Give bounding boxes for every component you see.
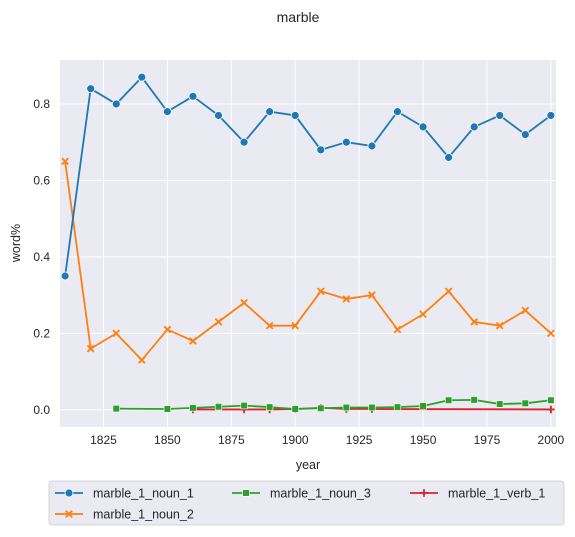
tick-labels: 1825 1850 1875 1900 1925 1950 1975 2000 0.0 0.2 0.… bbox=[33, 97, 564, 447]
legend-marker bbox=[420, 489, 428, 497]
x-tick-label: 1875 bbox=[218, 433, 245, 447]
data-point bbox=[240, 298, 248, 307]
data-point bbox=[521, 306, 530, 315]
data-point bbox=[521, 399, 529, 407]
data-point bbox=[367, 141, 377, 151]
data-point bbox=[547, 396, 555, 404]
y-tick-label: 0.0 bbox=[33, 403, 50, 417]
data-point bbox=[444, 287, 453, 296]
data-point bbox=[520, 130, 530, 139]
chart-title: marble bbox=[277, 9, 320, 25]
x-axis-label: year bbox=[296, 458, 320, 472]
data-point bbox=[291, 321, 300, 330]
data-point bbox=[137, 356, 146, 364]
data-point bbox=[214, 403, 223, 411]
plot-area bbox=[60, 60, 556, 427]
series-line bbox=[64, 76, 552, 277]
x-tick-label: 1925 bbox=[346, 433, 373, 447]
data-point bbox=[316, 287, 325, 296]
data-point bbox=[368, 291, 376, 299]
data-point bbox=[239, 137, 249, 147]
data-point bbox=[495, 321, 504, 330]
data-point bbox=[547, 329, 555, 338]
data-point bbox=[265, 321, 274, 330]
data-point bbox=[419, 402, 427, 410]
legend-marker bbox=[64, 488, 74, 498]
data-point bbox=[393, 107, 402, 117]
legend-box bbox=[48, 480, 565, 526]
series-marble_1_noun_2 bbox=[61, 157, 555, 364]
y-tick-label: 0.2 bbox=[33, 326, 50, 340]
legend-entry: marble_1_noun_1 bbox=[55, 487, 194, 501]
data-point bbox=[393, 403, 402, 411]
legend: marble_1_noun_1 marble_1_noun_3 marble_1_v… bbox=[48, 480, 565, 526]
data-point bbox=[444, 153, 454, 162]
x-tick-label: 1850 bbox=[154, 433, 181, 447]
legend-label: marble_1_noun_1 bbox=[93, 487, 194, 501]
data-point bbox=[445, 396, 453, 404]
data-point bbox=[60, 271, 70, 281]
x-tick-label: 1950 bbox=[410, 433, 437, 447]
series-lines bbox=[60, 72, 556, 414]
series-line bbox=[64, 161, 552, 361]
grid bbox=[60, 60, 556, 427]
data-point bbox=[163, 405, 171, 413]
data-point bbox=[240, 401, 248, 410]
data-point bbox=[137, 72, 147, 82]
y-tick-label: 0.8 bbox=[33, 97, 50, 111]
data-point bbox=[341, 137, 351, 147]
y-tick-label: 0.6 bbox=[33, 173, 50, 187]
data-point bbox=[419, 310, 427, 319]
data-point bbox=[469, 122, 479, 132]
data-point bbox=[496, 400, 504, 408]
data-point bbox=[547, 405, 555, 414]
legend-marker bbox=[242, 489, 250, 497]
data-point bbox=[470, 396, 478, 404]
data-point bbox=[112, 405, 120, 413]
data-point bbox=[266, 403, 274, 411]
y-axis-label: word% bbox=[9, 224, 23, 263]
x-tick-label: 2000 bbox=[538, 433, 565, 447]
data-point bbox=[86, 344, 95, 353]
data-point bbox=[342, 295, 351, 303]
data-point bbox=[290, 111, 300, 120]
legend-entry: marble_1_verb_1 bbox=[410, 487, 545, 501]
data-point bbox=[393, 325, 402, 334]
data-point bbox=[342, 403, 350, 412]
data-point bbox=[188, 91, 198, 101]
data-point bbox=[291, 405, 299, 413]
data-point bbox=[265, 107, 275, 117]
data-point bbox=[368, 403, 376, 412]
data-point bbox=[86, 84, 96, 94]
data-point bbox=[214, 111, 223, 120]
data-point bbox=[316, 145, 326, 155]
data-point bbox=[189, 337, 197, 345]
x-tick-label: 1900 bbox=[282, 433, 309, 447]
x-tick-label: 1975 bbox=[474, 433, 501, 447]
data-point bbox=[163, 325, 172, 334]
data-point bbox=[162, 107, 172, 117]
legend-entry: marble_1_noun_3 bbox=[232, 487, 371, 501]
legend-entry: marble_1_noun_2 bbox=[55, 508, 194, 522]
data-point bbox=[470, 318, 479, 326]
x-tick-label: 1825 bbox=[90, 433, 117, 447]
legend-marker bbox=[65, 510, 73, 518]
data-point bbox=[495, 111, 505, 120]
data-point bbox=[189, 404, 197, 412]
series-marble_1_noun_3 bbox=[112, 396, 555, 413]
data-point bbox=[546, 111, 556, 120]
legend-label: marble_1_noun_3 bbox=[270, 487, 371, 501]
legend-label: marble_1_verb_1 bbox=[448, 487, 545, 501]
data-point bbox=[112, 329, 121, 338]
y-tick-label: 0.4 bbox=[33, 250, 50, 264]
data-point bbox=[61, 157, 69, 166]
series-marble_1_noun_1 bbox=[60, 72, 556, 281]
data-point bbox=[111, 99, 121, 109]
legend-label: marble_1_noun_2 bbox=[93, 508, 194, 522]
data-point bbox=[317, 404, 325, 412]
data-point bbox=[214, 318, 223, 326]
data-point bbox=[418, 122, 428, 132]
